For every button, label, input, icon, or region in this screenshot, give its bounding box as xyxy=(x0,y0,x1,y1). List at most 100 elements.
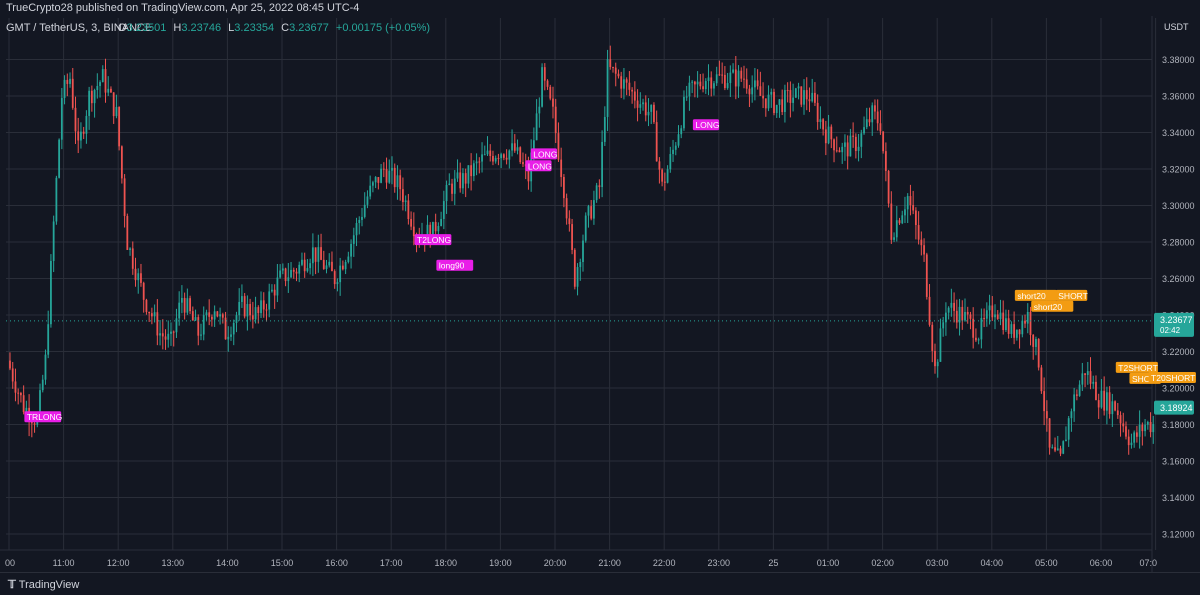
candle-body xyxy=(246,304,249,317)
candle-body xyxy=(14,381,17,393)
candle-body xyxy=(33,423,36,425)
price-tick-label: 3.26000 xyxy=(1162,274,1195,284)
candle-body xyxy=(808,99,811,102)
candle-body xyxy=(674,145,677,150)
candle-body xyxy=(104,69,107,93)
candle-body xyxy=(884,151,887,171)
candle-body xyxy=(393,167,396,188)
candle-body xyxy=(63,79,66,98)
close-label: C xyxy=(281,22,289,34)
candle-body xyxy=(99,82,101,87)
candle-body xyxy=(478,161,481,163)
candle-body xyxy=(745,79,748,89)
candle-body xyxy=(39,390,41,418)
candle-body xyxy=(434,221,437,232)
candle-body xyxy=(22,395,25,413)
candle-body xyxy=(710,77,713,89)
time-tick-label: 16:00 xyxy=(325,558,348,568)
footer-bar: 𝕋 TradingView xyxy=(0,572,1200,595)
candle-body xyxy=(1024,320,1026,324)
price-tick-label: 3.32000 xyxy=(1162,165,1195,175)
candle-body xyxy=(1040,367,1043,392)
long-signal-badge xyxy=(525,160,552,172)
candle-body xyxy=(85,115,88,134)
candle-body xyxy=(792,97,794,103)
candle-body xyxy=(1114,401,1116,411)
signal-label: SHORT xyxy=(1058,291,1088,301)
candle-body xyxy=(985,310,988,319)
candle-body xyxy=(123,178,126,216)
candle-body xyxy=(1029,311,1032,335)
candle-body xyxy=(723,74,726,89)
candle-body xyxy=(317,247,320,262)
candle-body xyxy=(1146,421,1149,425)
signal-label: T20SHORT xyxy=(1151,373,1195,383)
svg-text:O3.23501 H3.23746: O3.23501 H3.23746 L3.23354 C3.23677 +0.0… xyxy=(118,22,430,34)
candle-body xyxy=(1035,338,1037,347)
price-tick-label: 3.22000 xyxy=(1162,347,1195,357)
candle-body xyxy=(385,169,388,183)
candle-body xyxy=(865,119,868,128)
candle-body xyxy=(467,165,470,184)
candle-body xyxy=(1100,390,1103,408)
candle-body xyxy=(1059,448,1062,454)
time-tick-label: 14:00 xyxy=(216,558,239,568)
candle-body xyxy=(950,302,953,308)
signal-label: T2SHORT xyxy=(1118,363,1158,373)
ohlc-legend: GMT / TetherUS, 3, BINANCE O3.23501 H3.2… xyxy=(6,22,430,34)
candle-body xyxy=(650,104,653,112)
candle-body xyxy=(721,74,724,76)
candle-body xyxy=(887,170,890,204)
candle-body xyxy=(71,78,74,108)
candle-body xyxy=(77,131,80,141)
candle-body xyxy=(693,81,696,85)
candle-body xyxy=(164,336,167,340)
tradingview-logo[interactable]: 𝕋 TradingView xyxy=(8,578,79,591)
candle-body xyxy=(492,155,494,162)
candle-body xyxy=(80,131,82,141)
candle-body xyxy=(754,80,756,88)
candle-body xyxy=(614,67,617,74)
candle-body xyxy=(213,311,216,320)
candle-body xyxy=(112,92,115,117)
candle-body xyxy=(658,161,661,170)
candle-body xyxy=(677,134,680,146)
candle-body xyxy=(1138,424,1141,437)
candle-body xyxy=(322,259,325,269)
candle-body xyxy=(655,122,658,162)
candle-body xyxy=(475,161,478,164)
candle-body xyxy=(876,111,879,124)
price-tick-label: 3.14000 xyxy=(1162,493,1195,503)
candle-body xyxy=(55,177,58,222)
price-axis[interactable]: 3.12000 3.14000 3.16000 3.18000 3.20000 3.220… xyxy=(1154,19,1195,540)
candle-body xyxy=(372,182,374,186)
candle-body xyxy=(429,224,432,244)
candle-body xyxy=(819,119,822,122)
time-tick-label: 12:00 xyxy=(107,558,130,568)
candle-body xyxy=(707,77,710,82)
candle-body xyxy=(1007,318,1010,334)
candle-body xyxy=(685,96,688,98)
time-tick-label: 07:0 xyxy=(1139,558,1157,568)
candle-body xyxy=(814,92,816,103)
candle-body xyxy=(197,317,200,336)
candle-body xyxy=(513,143,516,151)
time-tick-label: 13:00 xyxy=(162,558,185,568)
candle-body xyxy=(1089,371,1092,384)
candle-body xyxy=(699,81,702,87)
candle-body xyxy=(1127,436,1130,446)
candle-body xyxy=(715,74,718,84)
candle-body xyxy=(636,100,639,108)
short-signal-badge xyxy=(1055,289,1088,301)
short-signal-badge xyxy=(1014,289,1057,301)
candle-body xyxy=(672,149,674,155)
signal-label: short20 xyxy=(1034,302,1063,312)
candle-body xyxy=(606,59,609,117)
tradingview-logo-icon: 𝕋 xyxy=(8,579,16,591)
candle-body xyxy=(344,261,347,270)
time-axis[interactable]: 00 11:00 12:00 13:00 14:00 15:00 16:00 17:00 18:… xyxy=(5,558,1157,568)
candle-body xyxy=(382,168,385,170)
price-tick-label: 3.18000 xyxy=(1162,420,1195,430)
candle-body xyxy=(265,309,268,311)
